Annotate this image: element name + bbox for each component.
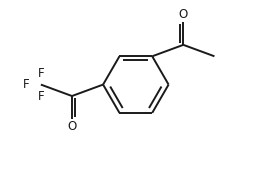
Text: F: F: [38, 90, 44, 103]
Text: O: O: [67, 120, 77, 133]
Text: F: F: [23, 78, 29, 91]
Text: F: F: [38, 67, 44, 80]
Text: O: O: [179, 7, 188, 20]
